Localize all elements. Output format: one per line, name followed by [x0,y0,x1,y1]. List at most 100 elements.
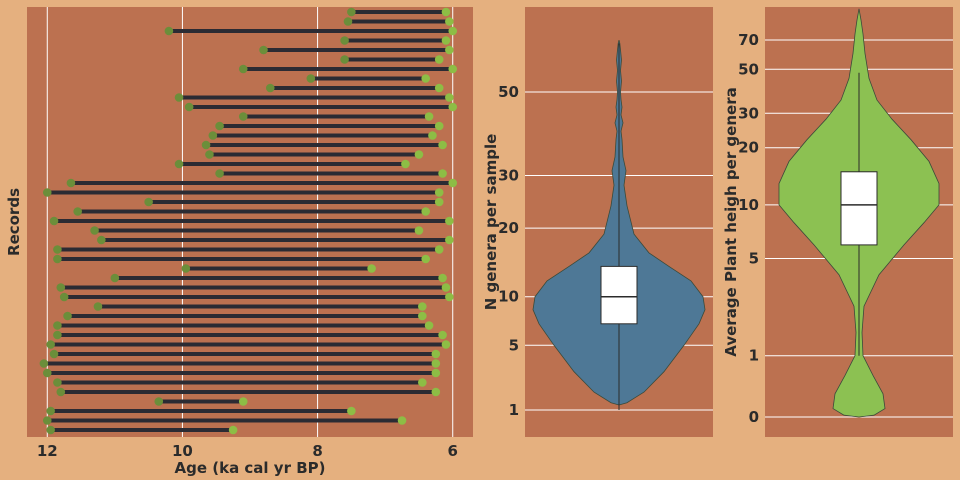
y-tick-label: 10 [498,288,519,306]
record-end-point [441,340,451,349]
x-tick-label: 12 [37,442,58,460]
record-end-point [431,359,441,368]
record-start-point [144,197,153,207]
record-start-point [215,121,224,131]
record-end-point [445,216,454,226]
violin-box [600,265,638,325]
y-tick-label: 1 [749,347,759,365]
record-start-point [66,178,76,188]
record-end-point [441,36,451,45]
record-end-point [238,397,248,406]
record-end-point [418,311,427,321]
y-tick-label: 30 [738,104,759,122]
record-start-point [154,397,164,406]
record-end-point [228,425,238,435]
record-start-point [347,7,356,17]
record-start-point [215,169,224,178]
record-end-point [445,17,454,26]
record-end-point [434,188,444,197]
record-end-point [367,264,376,273]
record-end-point [414,226,424,235]
record-end-point [418,302,427,311]
record-start-point [208,131,218,140]
record-start-point [181,264,191,273]
record-end-point [431,387,441,397]
y-tick-label: 30 [498,166,519,184]
x-tick-label: 8 [312,442,322,460]
record-start-point [110,273,120,283]
record-end-point [424,112,434,121]
record-end-point [431,368,441,378]
record-end-point [438,273,447,283]
record-start-point [97,235,106,245]
record-start-point [184,102,194,112]
record-start-point [238,64,248,74]
record-end-point [347,406,356,416]
record-end-point [438,169,447,178]
record-start-point [42,188,52,197]
record-start-point [53,254,62,264]
y-tick-label: 1 [509,401,519,419]
record-end-point [445,93,454,102]
record-end-point [418,378,427,387]
y-tick-label: 5 [509,336,519,354]
record-end-point [421,254,430,264]
record-start-point [42,368,52,378]
record-start-point [340,36,349,45]
y-axis-label: Average Plant heigh per genera [722,87,740,356]
record-end-point [414,150,424,159]
y-tick-label: 0 [749,408,759,426]
y-tick-label: 5 [749,250,759,268]
record-start-point [306,74,316,83]
record-end-point [421,74,430,83]
record-end-point [448,178,458,188]
y-axis-label: N genera per sample [482,134,500,311]
record-start-point [46,425,55,435]
record-start-point [164,26,174,36]
record-end-point [438,140,447,150]
record-start-point [340,55,349,64]
record-start-point [59,292,69,302]
record-end-point [441,7,451,17]
record-end-point [434,197,444,207]
record-end-point [445,235,454,245]
record-end-point [445,45,454,55]
record-end-point [397,416,407,425]
record-end-point [438,330,447,340]
record-end-point [448,102,458,112]
record-start-point [49,349,59,359]
y-tick-label: 50 [498,83,519,101]
record-start-point [259,45,268,55]
record-end-point [434,55,444,64]
record-end-point [448,26,458,36]
y-tick-label: 10 [738,196,759,214]
record-start-point [93,302,103,311]
record-start-point [56,387,66,397]
record-start-point [238,112,248,121]
x-axis-label: Age (ka cal yr BP) [175,459,326,477]
record-start-point [53,321,62,330]
record-end-point [421,207,430,216]
record-start-point [63,311,72,321]
record-start-point [53,245,62,254]
record-start-point [39,359,49,368]
record-end-point [434,83,444,93]
record-end-point [424,321,434,330]
record-start-point [201,140,211,150]
record-start-point [205,150,214,159]
record-start-point [42,416,52,425]
record-end-point [434,121,444,131]
x-tick-label: 6 [448,442,458,460]
x-tick-label: 10 [172,442,193,460]
y-tick-label: 50 [738,60,759,78]
record-end-point [434,245,444,254]
record-start-point [343,17,353,26]
record-start-point [265,83,275,93]
record-end-point [445,292,454,302]
record-start-point [174,93,184,102]
record-start-point [56,283,66,292]
record-end-point [428,131,437,140]
y-tick-label: 70 [738,31,759,49]
record-start-point [90,226,99,235]
